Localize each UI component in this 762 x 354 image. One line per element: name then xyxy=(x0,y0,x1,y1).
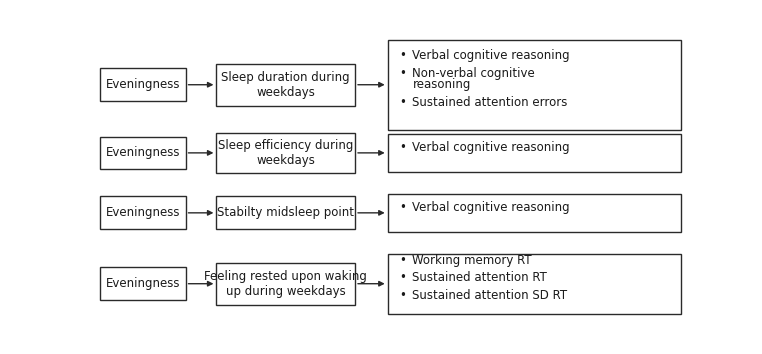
Text: Sleep duration during
weekdays: Sleep duration during weekdays xyxy=(222,71,350,99)
Bar xyxy=(388,134,681,172)
Bar xyxy=(216,263,355,305)
Text: Stabilty midsleep point: Stabilty midsleep point xyxy=(217,206,354,219)
Text: Verbal cognitive reasoning: Verbal cognitive reasoning xyxy=(412,141,570,154)
Text: Working memory RT: Working memory RT xyxy=(412,254,532,267)
Text: •: • xyxy=(399,141,406,154)
Text: Sustained attention SD RT: Sustained attention SD RT xyxy=(412,289,568,302)
Bar xyxy=(216,64,355,106)
Bar xyxy=(388,40,681,130)
Bar xyxy=(216,133,355,173)
Text: •: • xyxy=(399,49,406,62)
Bar xyxy=(100,68,186,101)
Bar xyxy=(216,196,355,229)
Bar xyxy=(388,254,681,314)
Text: •: • xyxy=(399,254,406,267)
Text: Eveningness: Eveningness xyxy=(106,78,180,91)
Bar xyxy=(100,137,186,169)
Bar xyxy=(388,194,681,232)
Text: •: • xyxy=(399,272,406,285)
Text: Non-verbal cognitive: Non-verbal cognitive xyxy=(412,67,535,80)
Text: Eveningness: Eveningness xyxy=(106,277,180,290)
Text: Verbal cognitive reasoning: Verbal cognitive reasoning xyxy=(412,49,570,62)
Text: •: • xyxy=(399,201,406,213)
Text: •: • xyxy=(399,67,406,80)
Bar xyxy=(100,267,186,300)
Text: reasoning: reasoning xyxy=(412,78,471,91)
Text: Eveningness: Eveningness xyxy=(106,146,180,159)
Text: Sustained attention errors: Sustained attention errors xyxy=(412,96,568,109)
Bar xyxy=(100,196,186,229)
Text: Eveningness: Eveningness xyxy=(106,206,180,219)
Text: Verbal cognitive reasoning: Verbal cognitive reasoning xyxy=(412,201,570,213)
Text: Feeling rested upon waking
up during weekdays: Feeling rested upon waking up during wee… xyxy=(204,270,367,298)
Text: Sustained attention RT: Sustained attention RT xyxy=(412,272,547,285)
Text: •: • xyxy=(399,289,406,302)
Text: •: • xyxy=(399,96,406,109)
Text: Sleep efficiency during
weekdays: Sleep efficiency during weekdays xyxy=(218,139,354,167)
